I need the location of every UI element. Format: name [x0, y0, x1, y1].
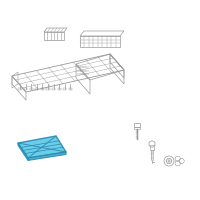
Bar — [18, 88, 22, 90]
Bar — [35, 88, 38, 90]
Bar — [69, 88, 72, 90]
Bar — [46, 88, 50, 90]
Bar — [30, 88, 33, 90]
Bar — [52, 88, 55, 90]
Bar — [134, 127, 140, 129]
Bar — [150, 145, 154, 150]
Bar — [58, 88, 61, 90]
Bar — [24, 88, 27, 90]
Bar — [134, 123, 140, 127]
Polygon shape — [28, 152, 66, 160]
Polygon shape — [18, 136, 66, 158]
Bar — [41, 88, 44, 90]
Bar — [63, 88, 66, 90]
Polygon shape — [18, 143, 28, 160]
